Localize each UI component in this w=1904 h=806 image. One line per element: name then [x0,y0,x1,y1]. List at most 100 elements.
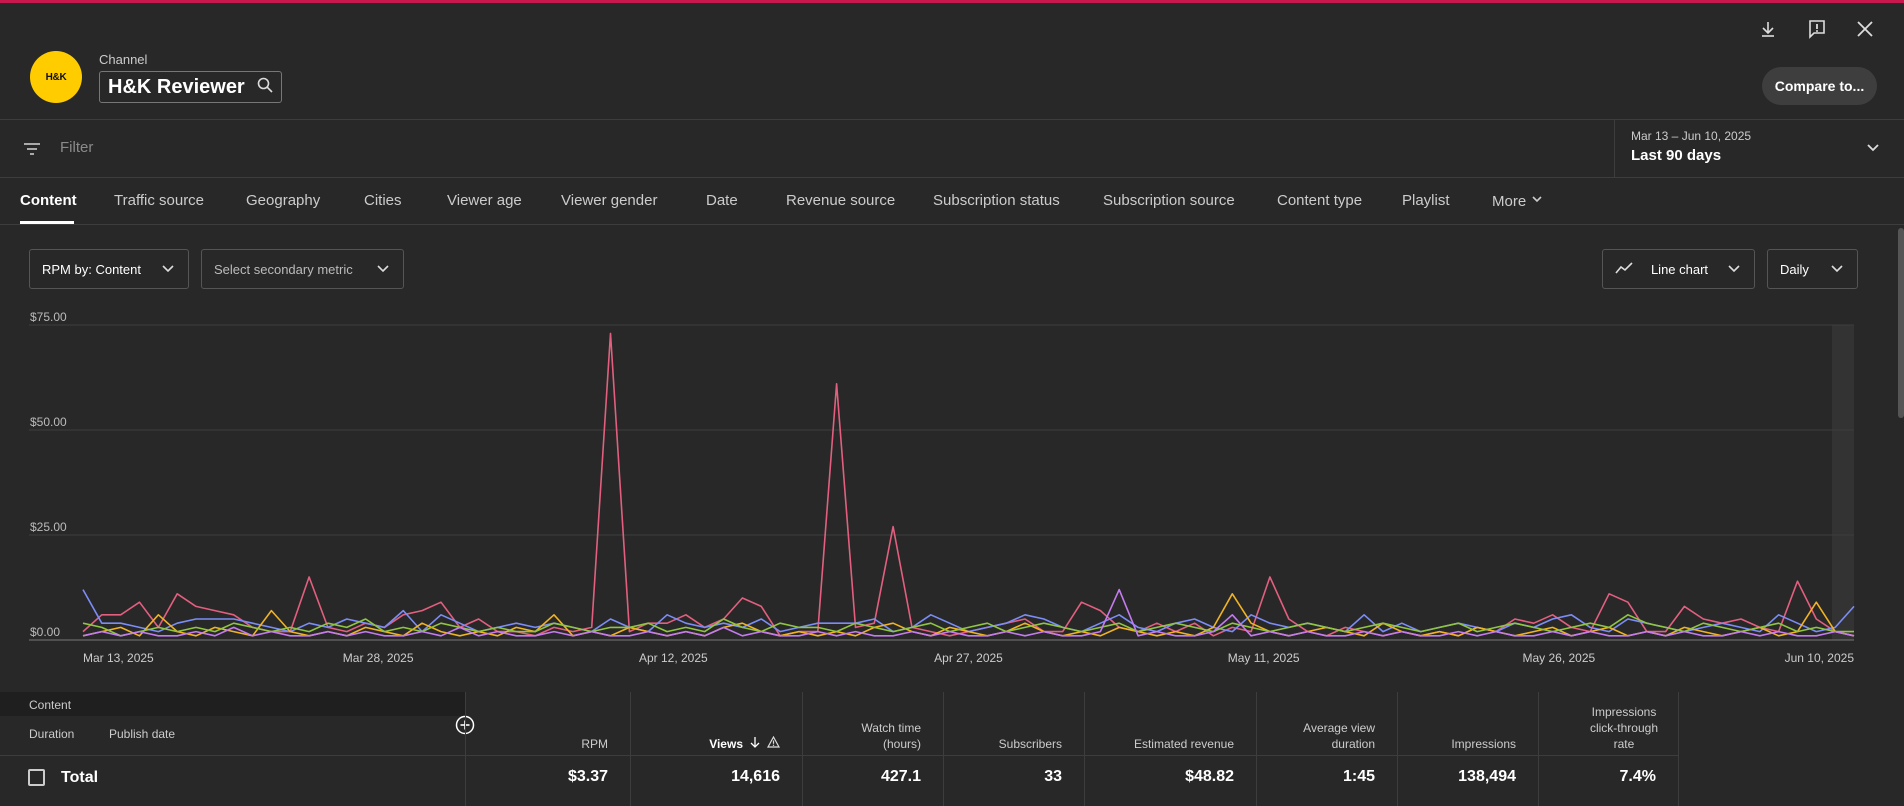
warning-icon[interactable] [766,735,781,752]
date-range-picker[interactable]: Mar 13 – Jun 10, 2025 Last 90 days [1614,120,1904,178]
tab-date[interactable]: Date [706,192,738,209]
tab-more[interactable]: More [1492,192,1544,210]
column-watch-time[interactable]: Watch time (hours) 427.1 [802,692,943,806]
tab-revenue-source[interactable]: Revenue source [786,192,896,209]
publish-date-column-header[interactable]: Publish date [109,727,176,741]
total-row-label: Total [61,769,99,786]
tab-viewer-age[interactable]: Viewer age [447,192,522,209]
tab-subscription-status[interactable]: Subscription status [933,192,1060,209]
chart-svg: $0.00 $25.00 $50.00 $75.00 Mar 13, 2025 Mar … [29,310,1855,665]
column-label: Estimated revenue [1133,737,1234,751]
date-period-text: Last 90 days [1631,147,1722,164]
chart-hover-band [1832,325,1854,640]
total-ctr-value: 7.4% [1619,768,1656,785]
top-accent-line [0,0,1904,3]
rpm-line-chart: $0.00 $25.00 $50.00 $75.00 Mar 13, 2025 Mar … [0,300,1904,672]
y-tick-label: $50.00 [30,415,67,429]
chevron-down-icon [1530,192,1544,210]
filter-input[interactable]: Filter [60,139,94,156]
close-icon[interactable] [1853,17,1877,41]
y-tick-label: $0.00 [30,625,60,639]
tab-playlist[interactable]: Playlist [1402,192,1450,209]
duration-column-header[interactable]: Duration [29,727,75,741]
search-icon[interactable] [257,77,273,98]
column-estimated-revenue[interactable]: Estimated revenue $48.82 [1084,692,1256,806]
total-views-value: 14,616 [731,768,780,785]
channel-selector[interactable]: H&K Reviewer [99,71,282,103]
column-impressions[interactable]: Impressions 138,494 [1397,692,1538,806]
chart-type-dropdown[interactable]: Line chart [1602,249,1755,289]
column-label: Average view duration [1303,721,1375,751]
compare-button[interactable]: Compare to... [1762,67,1877,105]
column-label: Views [709,735,781,752]
x-tick-label: Apr 12, 2025 [639,651,708,665]
x-tick-label: Jun 10, 2025 [1785,651,1855,665]
granularity-dropdown[interactable]: Daily [1767,249,1858,289]
active-tab-indicator [20,221,74,224]
series-line-2[interactable] [82,592,1855,637]
tab-content-type[interactable]: Content type [1277,192,1363,209]
secondary-metric-label: Select secondary metric [214,261,353,277]
filter-bar: Filter Mar 13 – Jun 10, 2025 Last 90 day… [0,120,1904,178]
table-header-divider [0,755,1679,756]
secondary-metric-dropdown[interactable]: Select secondary metric [201,249,404,289]
primary-metric-label: RPM by: Content [42,261,141,277]
column-impressions-ctr[interactable]: Impressions click-through rate 7.4% [1538,692,1679,806]
y-tick-label: $25.00 [30,520,67,534]
chevron-down-icon [1863,138,1883,163]
tab-content[interactable]: Content [20,192,77,209]
column-label: RPM [581,737,608,751]
series-line-0[interactable] [82,332,1855,637]
x-tick-label: Mar 28, 2025 [343,651,414,665]
total-revenue-value: $48.82 [1185,768,1234,785]
content-table: Content Duration Publish date RPM $3.37 … [0,692,1904,806]
column-rpm[interactable]: RPM $3.37 [465,692,630,806]
total-row-checkbox[interactable] [28,769,45,786]
column-label: Subscribers [998,737,1062,751]
column-views[interactable]: Views 14,616 [630,692,802,806]
chevron-down-icon [375,260,391,279]
filter-icon[interactable] [22,139,42,159]
total-subscribers-value: 33 [1044,768,1062,785]
x-tick-label: Mar 13, 2025 [83,651,154,665]
chevron-down-icon [160,260,176,279]
download-icon[interactable] [1756,17,1780,41]
column-label: Impressions [1451,737,1516,751]
scrollbar-thumb[interactable] [1898,228,1904,418]
avatar-logo: H&K [45,71,67,83]
granularity-label: Daily [1780,261,1809,277]
primary-metric-dropdown[interactable]: RPM by: Content [29,249,189,289]
x-tick-label: May 11, 2025 [1228,651,1300,665]
x-tick-label: May 26, 2025 [1522,651,1595,665]
dimension-tabs: Content Traffic source Geography Cities … [0,178,1904,225]
column-label: Watch time (hours) [861,721,921,751]
sort-down-icon [749,736,761,752]
tab-cities[interactable]: Cities [364,192,402,209]
date-range-text: Mar 13 – Jun 10, 2025 [1631,129,1752,143]
column-subscribers[interactable]: Subscribers 33 [943,692,1084,806]
series-line-1[interactable] [82,589,1855,633]
channel-avatar[interactable]: H&K [30,51,82,103]
y-tick-label: $75.00 [30,310,67,324]
total-impressions-value: 138,494 [1458,768,1516,785]
tab-viewer-gender[interactable]: Viewer gender [561,192,658,209]
chevron-down-icon [1726,260,1742,279]
content-column-header[interactable]: Content [0,692,465,716]
tab-geography[interactable]: Geography [246,192,321,209]
column-average-view-duration[interactable]: Average view duration 1:45 [1256,692,1397,806]
channel-name: H&K Reviewer [108,75,245,98]
total-avg-duration-value: 1:45 [1342,768,1375,785]
tab-subscription-source[interactable]: Subscription source [1103,192,1235,209]
header: H&K Channel H&K Reviewer Compare to... [0,3,1904,120]
series-line-3[interactable] [82,613,1854,637]
feedback-icon[interactable] [1805,17,1829,41]
chart-type-label: Line chart [1650,261,1709,277]
line-chart-icon [1615,261,1633,278]
column-label: Impressions click-through rate [1589,705,1658,751]
tab-traffic-source[interactable]: Traffic source [114,192,205,209]
channel-label: Channel [99,52,148,67]
tab-more-label: More [1492,192,1527,210]
chevron-down-icon [1829,260,1845,279]
total-watch-time-value: 427.1 [880,768,921,785]
series-line-4[interactable] [82,588,1855,637]
